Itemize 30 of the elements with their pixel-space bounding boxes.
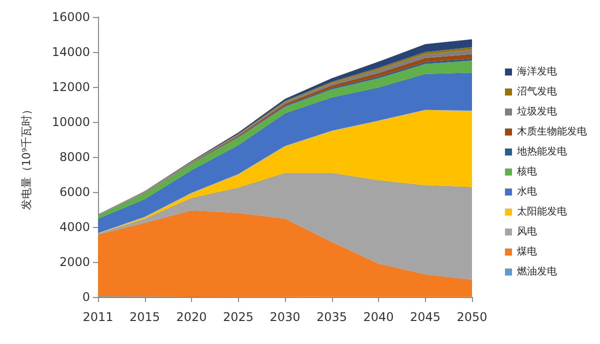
x-tick-label: 2035 <box>316 310 348 324</box>
y-tick-label: 4000 <box>59 220 90 234</box>
legend-label: 海洋发电 <box>517 66 557 78</box>
legend-label: 沼气发电 <box>517 86 557 98</box>
legend-label: 木质生物能发电 <box>517 126 587 138</box>
x-tick-label: 2045 <box>410 310 441 324</box>
y-tick-label: 10000 <box>52 115 90 129</box>
y-tick-label: 14000 <box>52 45 90 59</box>
legend-label: 核电 <box>516 166 537 178</box>
y-tick-label: 6000 <box>59 185 90 199</box>
legend-label: 燃油发电 <box>517 266 557 278</box>
x-tick-label: 2030 <box>270 310 300 324</box>
y-tick-label: 8000 <box>59 150 90 164</box>
legend-label: 煤电 <box>517 246 537 258</box>
y-tick-label: 16000 <box>52 10 90 24</box>
x-tick-label: 2025 <box>222 310 254 324</box>
x-tick-label: 2011 <box>82 310 114 324</box>
y-axis-title: 发电量（10⁹千瓦时） <box>20 104 33 210</box>
legend-label: 风电 <box>517 226 537 238</box>
y-tick-label: 2000 <box>59 255 90 269</box>
x-tick-label: 2040 <box>363 310 394 324</box>
x-tick-label: 2020 <box>176 310 207 324</box>
legend-label: 水电 <box>517 186 537 198</box>
legend-label: 太阳能发电 <box>517 206 567 218</box>
y-tick-label: 12000 <box>52 80 90 94</box>
x-tick-label: 2050 <box>456 310 488 324</box>
x-tick-label: 2015 <box>129 310 160 324</box>
y-tick-label: 0 <box>82 290 90 304</box>
legend-label: 地热能发电 <box>516 146 567 158</box>
legend-label: 垃圾发电 <box>516 106 557 118</box>
